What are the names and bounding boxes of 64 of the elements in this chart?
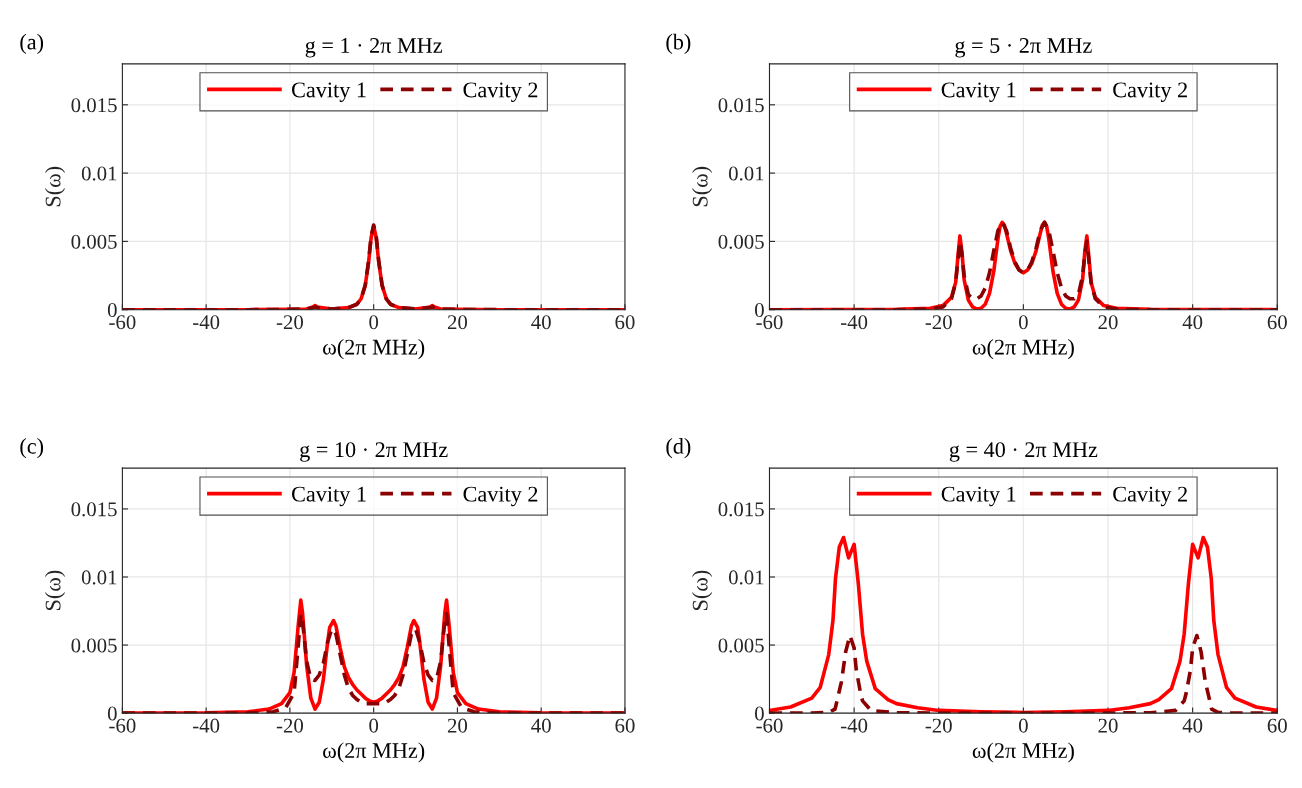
x-tick-label: 20 — [1098, 315, 1118, 330]
text: (d) — [666, 438, 691, 459]
x-tick-label: 60 — [1267, 315, 1287, 330]
y-tick-label: 0.015 — [718, 502, 764, 517]
text: (b) — [666, 33, 691, 54]
x-tick-label: -40 — [193, 315, 220, 330]
y-tick-label: 0.015 — [718, 98, 764, 113]
y-tick-label: 0.005 — [718, 638, 764, 653]
x-tick-label: 40 — [531, 718, 551, 733]
chart-title: g = 40 · 2π MHz — [949, 442, 1098, 462]
legend-label: Cavity 2 — [463, 82, 538, 102]
legend-label: Cavity 1 — [941, 82, 1016, 102]
y-tick-label: 0.005 — [71, 234, 117, 249]
x-tick-label: 0 — [369, 718, 379, 733]
y-tick-label: 0 — [107, 303, 117, 318]
y-axis-title: S(ω) — [44, 166, 66, 207]
x-tick-label: -20 — [925, 718, 952, 733]
y-axis-title: S(ω) — [692, 166, 713, 207]
x-tick-label: 40 — [1182, 315, 1203, 330]
y-tick-label: 0.005 — [718, 234, 764, 249]
chart-title: g = 1 · 2π MHz — [305, 38, 443, 58]
y-tick-label: 0 — [755, 303, 764, 318]
y-tick-label: 0.005 — [71, 638, 117, 653]
y-tick-label: 0.015 — [71, 98, 117, 113]
legend-label: Cavity 2 — [1113, 486, 1187, 507]
x-tick-label: -20 — [276, 315, 303, 330]
x-axis-title: ω(2π MHz) — [323, 338, 425, 360]
x-tick-label: 60 — [615, 718, 635, 733]
x-tick-label: -20 — [276, 718, 303, 733]
x-tick-label: 0 — [369, 315, 379, 330]
x-tick-label: 40 — [531, 315, 551, 330]
x-tick-label: 0 — [1018, 315, 1028, 330]
y-tick-label: 0.01 — [728, 570, 764, 585]
x-axis-title: ω(2π MHz) — [972, 742, 1074, 763]
y-axis-title: S(ω) — [692, 570, 713, 611]
y-tick-label: 0.015 — [71, 502, 117, 517]
legend-label: Cavity 2 — [1113, 82, 1187, 102]
x-tick-label: -20 — [925, 315, 952, 330]
y-tick-label: 0.01 — [81, 570, 117, 585]
x-tick-label: 0 — [1018, 718, 1028, 733]
text: (a) — [20, 33, 44, 54]
y-tick-label: 0.01 — [728, 166, 764, 181]
x-tick-label: -40 — [841, 718, 868, 733]
x-tick-label: -60 — [756, 315, 783, 330]
x-tick-label: 40 — [1182, 718, 1203, 733]
legend-label: Cavity 1 — [292, 82, 366, 102]
y-tick-label: 0.01 — [81, 166, 117, 181]
text: (c) — [20, 438, 44, 459]
x-axis-title: ω(2π MHz) — [323, 742, 425, 763]
x-tick-label: 20 — [447, 315, 468, 330]
legend-label: Cavity 1 — [941, 486, 1016, 507]
x-tick-label: -60 — [109, 315, 136, 330]
legend-label: Cavity 1 — [292, 486, 366, 507]
y-axis-title: S(ω) — [44, 570, 66, 611]
legend-label: Cavity 2 — [463, 486, 538, 507]
x-axis-title: ω(2π MHz) — [972, 338, 1074, 360]
x-tick-label: 20 — [1098, 718, 1118, 733]
x-tick-label: 60 — [615, 315, 635, 330]
x-tick-label: 20 — [447, 718, 468, 733]
x-tick-label: -40 — [193, 718, 220, 733]
x-tick-label: 60 — [1267, 718, 1287, 733]
chart-title: g = 5 · 2π MHz — [955, 38, 1092, 58]
x-tick-label: -40 — [841, 315, 868, 330]
chart-title: g = 10 · 2π MHz — [300, 442, 448, 462]
